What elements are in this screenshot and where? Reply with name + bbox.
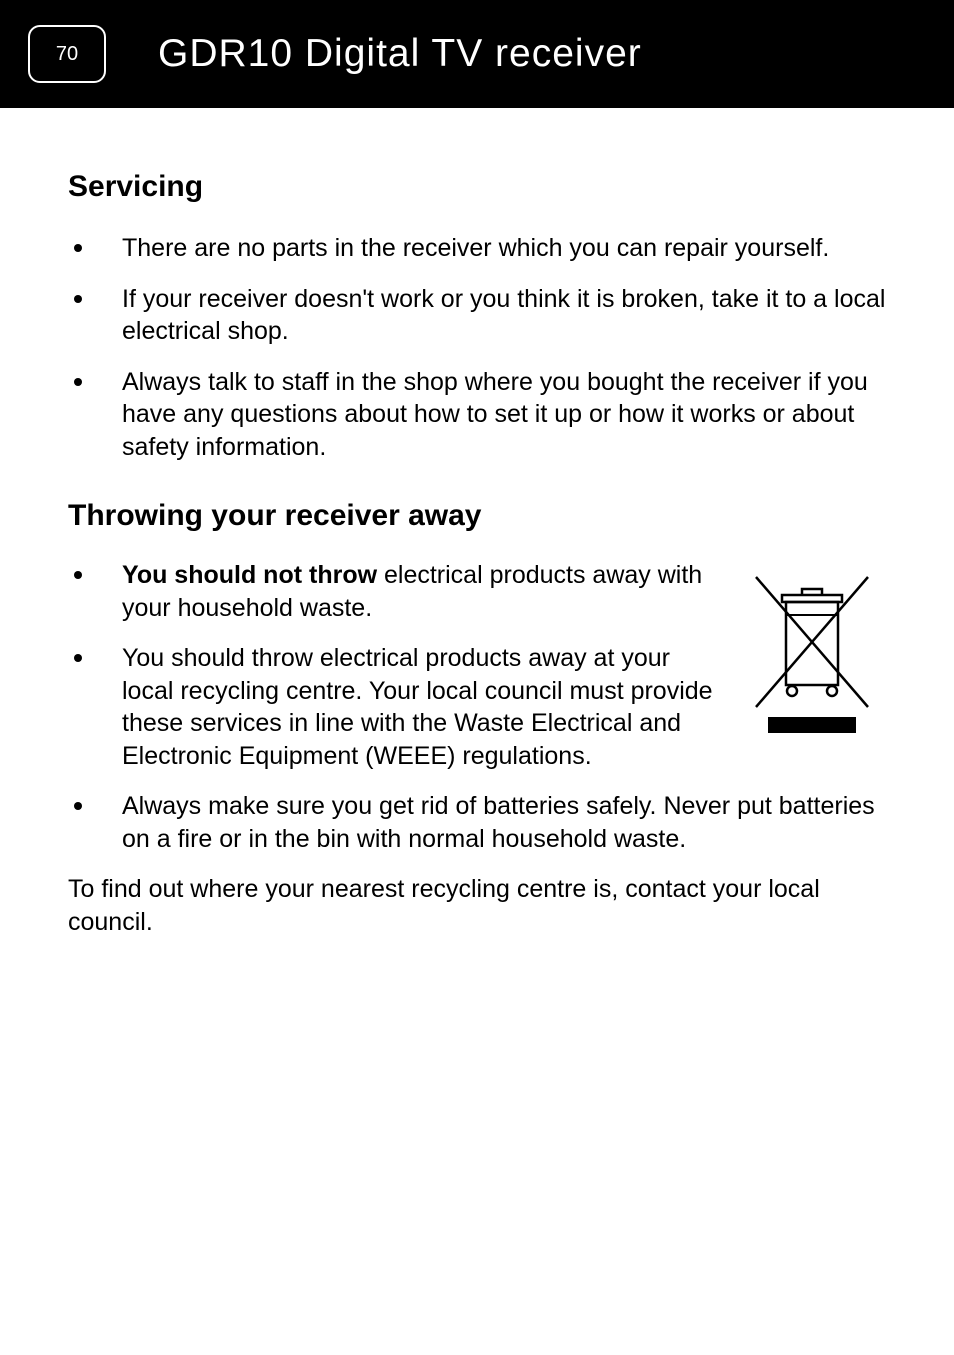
list-item-text: You should throw electrical products awa…	[122, 642, 718, 772]
servicing-list: There are no parts in the receiver which…	[68, 232, 886, 463]
list-item-text: There are no parts in the receiver which…	[122, 232, 886, 265]
disposal-heading: Throwing your receiver away	[68, 499, 886, 533]
page-content: Servicing There are no parts in the rece…	[0, 108, 954, 938]
page-number: 70	[56, 43, 78, 66]
list-item: Always make sure you get rid of batterie…	[68, 790, 886, 855]
header-title: GDR10 Digital TV receiver	[158, 32, 642, 76]
disposal-section-with-icon: You should not throw electrical products…	[68, 559, 886, 790]
list-item-text: If your receiver doesn't work or you thi…	[122, 283, 886, 348]
disposal-list-after: Always make sure you get rid of batterie…	[68, 790, 886, 855]
page-header: 70 GDR10 Digital TV receiver	[0, 0, 954, 108]
bullet-icon	[74, 295, 82, 303]
list-item: You should throw electrical products awa…	[68, 642, 718, 772]
bullet-icon	[74, 244, 82, 252]
list-item-text: Always talk to staff in the shop where y…	[122, 366, 886, 464]
weee-icon-container	[738, 559, 886, 790]
emphasis-text: You should not throw	[122, 561, 377, 589]
list-item: There are no parts in the receiver which…	[68, 232, 886, 265]
bullet-icon	[74, 654, 82, 662]
bullet-icon	[74, 378, 82, 386]
disposal-list: You should not throw electrical products…	[68, 559, 718, 790]
list-item-text: You should not throw electrical products…	[122, 559, 718, 624]
servicing-heading: Servicing	[68, 170, 886, 204]
bullet-icon	[74, 571, 82, 579]
closing-paragraph: To find out where your nearest recycling…	[68, 873, 886, 938]
bullet-icon	[74, 802, 82, 810]
page-number-box: 70	[28, 25, 106, 83]
weee-crossed-bin-icon	[738, 567, 886, 737]
list-item: Always talk to staff in the shop where y…	[68, 366, 886, 464]
list-item: If your receiver doesn't work or you thi…	[68, 283, 886, 348]
list-item: You should not throw electrical products…	[68, 559, 718, 624]
list-item-text: Always make sure you get rid of batterie…	[122, 790, 886, 855]
